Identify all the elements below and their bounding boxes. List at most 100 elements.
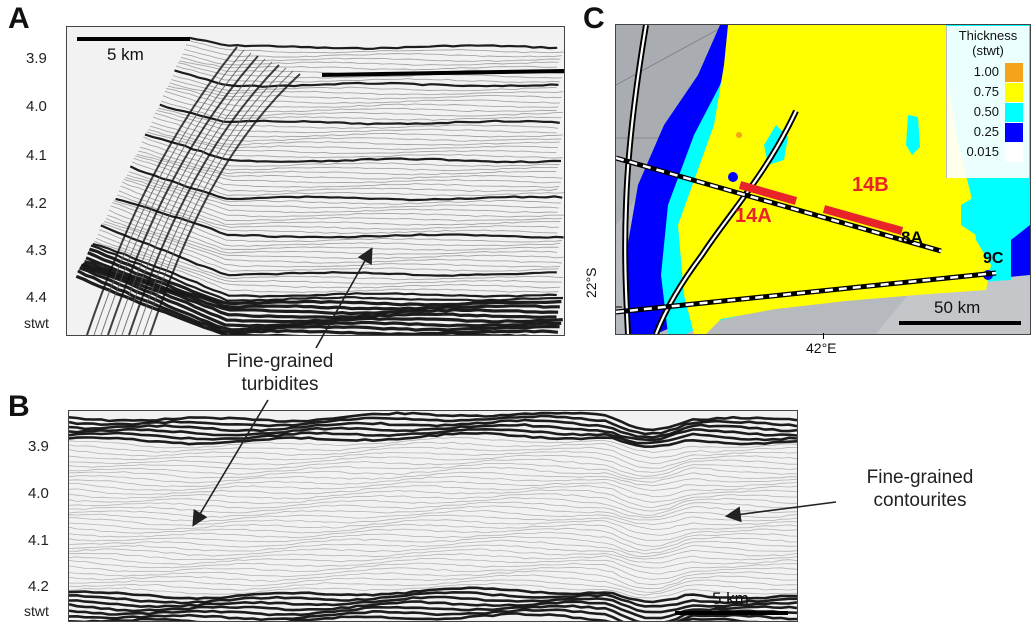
reflector bbox=[184, 49, 561, 62]
panel-c-map-graphics bbox=[616, 25, 1030, 334]
latitude-label: 22°S bbox=[583, 267, 599, 298]
reflector bbox=[128, 171, 561, 205]
reflector bbox=[148, 129, 557, 154]
panel-b-tick-4.0: 4.0 bbox=[28, 485, 49, 502]
reflector bbox=[115, 197, 564, 239]
turbidites-callout-line2: turbidites bbox=[241, 374, 319, 395]
panel-b-tick-4.2: 4.2 bbox=[28, 578, 49, 595]
reflector bbox=[180, 56, 558, 71]
panel-a-tick-4.1: 4.1 bbox=[26, 147, 47, 164]
reflector bbox=[69, 501, 797, 519]
reflector bbox=[69, 414, 797, 436]
panel-c-scale-bar bbox=[899, 321, 1021, 325]
panel-b-seismic-section bbox=[68, 410, 798, 622]
panel-a-scale-bar bbox=[77, 37, 190, 41]
reflector bbox=[131, 161, 564, 197]
reflector bbox=[69, 514, 797, 530]
panel-a-reflectors bbox=[75, 36, 564, 335]
reflector bbox=[151, 121, 560, 146]
legend-row-0: 1.00 bbox=[947, 62, 1029, 82]
reflector bbox=[69, 608, 797, 621]
reflector bbox=[75, 274, 531, 335]
reflector bbox=[164, 90, 557, 113]
panel-a-scale-label: 5 km bbox=[107, 45, 144, 64]
reflector bbox=[69, 493, 797, 512]
panel-a-tick-4.0: 4.0 bbox=[26, 98, 47, 115]
reflector bbox=[69, 519, 797, 536]
reflector bbox=[69, 574, 797, 593]
reflector bbox=[156, 109, 557, 134]
reflector bbox=[69, 604, 797, 621]
legend-swatch bbox=[1005, 122, 1023, 142]
reflector bbox=[144, 133, 562, 164]
longitude-label: 42°E bbox=[806, 340, 837, 356]
reflector bbox=[157, 107, 559, 130]
legend-row-4: 0.015 bbox=[947, 142, 1029, 162]
legend-row-2: 0.50 bbox=[947, 102, 1029, 122]
reflector bbox=[69, 553, 797, 569]
reflector bbox=[69, 523, 797, 541]
flank-reflector bbox=[142, 70, 294, 335]
panel-a-letter: A bbox=[8, 2, 30, 35]
profile-label-14b: 14B bbox=[852, 174, 889, 196]
reflector bbox=[146, 131, 563, 159]
reflector bbox=[69, 431, 797, 449]
reflector bbox=[69, 570, 797, 590]
reflector bbox=[149, 125, 558, 151]
turbidites-callout: Fine-grained turbidites bbox=[180, 350, 380, 396]
thickness-legend: Thickness (stwt) 1.00 0.75 0.50 0.25 0.015 bbox=[946, 26, 1029, 178]
panel-c-scale-label: 50 km bbox=[934, 298, 981, 317]
reflector bbox=[69, 437, 797, 453]
reflector bbox=[69, 544, 797, 560]
reflector bbox=[169, 82, 562, 100]
reflector bbox=[103, 221, 561, 268]
reflector bbox=[69, 485, 797, 503]
panel-b-tick-4.1: 4.1 bbox=[28, 532, 49, 549]
profile-label-9c: 9C bbox=[983, 250, 1004, 267]
reflector bbox=[69, 462, 797, 479]
reflector bbox=[121, 181, 563, 222]
reflector bbox=[129, 165, 563, 202]
legend-label: 0.015 bbox=[966, 144, 999, 159]
panel-c-thickness-map bbox=[615, 24, 1031, 335]
reflector bbox=[133, 157, 558, 193]
reflector bbox=[69, 423, 797, 442]
panel-a-tick-4.3: 4.3 bbox=[26, 242, 47, 259]
reflector bbox=[172, 75, 557, 92]
reflector bbox=[112, 202, 561, 247]
legend-row-1: 0.75 bbox=[947, 82, 1029, 102]
reflector bbox=[123, 178, 564, 218]
reflector bbox=[69, 466, 797, 483]
reflector bbox=[69, 590, 797, 608]
profile-segment-14b bbox=[822, 205, 904, 235]
contourites-callout-line2: contourites bbox=[873, 490, 967, 511]
reflector bbox=[69, 441, 797, 459]
reflector bbox=[118, 190, 559, 230]
reflector bbox=[167, 85, 560, 104]
panel-a-y-unit: stwt bbox=[24, 315, 49, 331]
flank-reflector bbox=[121, 61, 273, 335]
reflector bbox=[153, 116, 562, 142]
flank-reflector bbox=[149, 73, 301, 335]
legend-swatch bbox=[1005, 82, 1023, 102]
reflector bbox=[69, 475, 797, 491]
reflector bbox=[182, 53, 559, 66]
thickness-orange-spot bbox=[736, 132, 742, 138]
reflector bbox=[69, 489, 797, 508]
reflector bbox=[69, 539, 797, 558]
panel-b-reflectors bbox=[69, 411, 797, 621]
reflector bbox=[69, 411, 797, 432]
legend-swatch bbox=[1005, 62, 1023, 82]
flank-reflector bbox=[135, 67, 287, 335]
panel-a-tick-4.4: 4.4 bbox=[26, 289, 47, 306]
flank-reflector bbox=[86, 46, 238, 335]
reflector bbox=[69, 450, 797, 469]
reflector bbox=[69, 481, 797, 498]
reflector bbox=[136, 153, 561, 184]
legend-row-3: 0.25 bbox=[947, 122, 1029, 142]
reflector bbox=[162, 95, 564, 117]
thickness-yellow-zone bbox=[678, 25, 991, 334]
legend-label: 1.00 bbox=[973, 64, 999, 79]
reflector bbox=[187, 39, 564, 54]
reflector bbox=[174, 69, 559, 88]
